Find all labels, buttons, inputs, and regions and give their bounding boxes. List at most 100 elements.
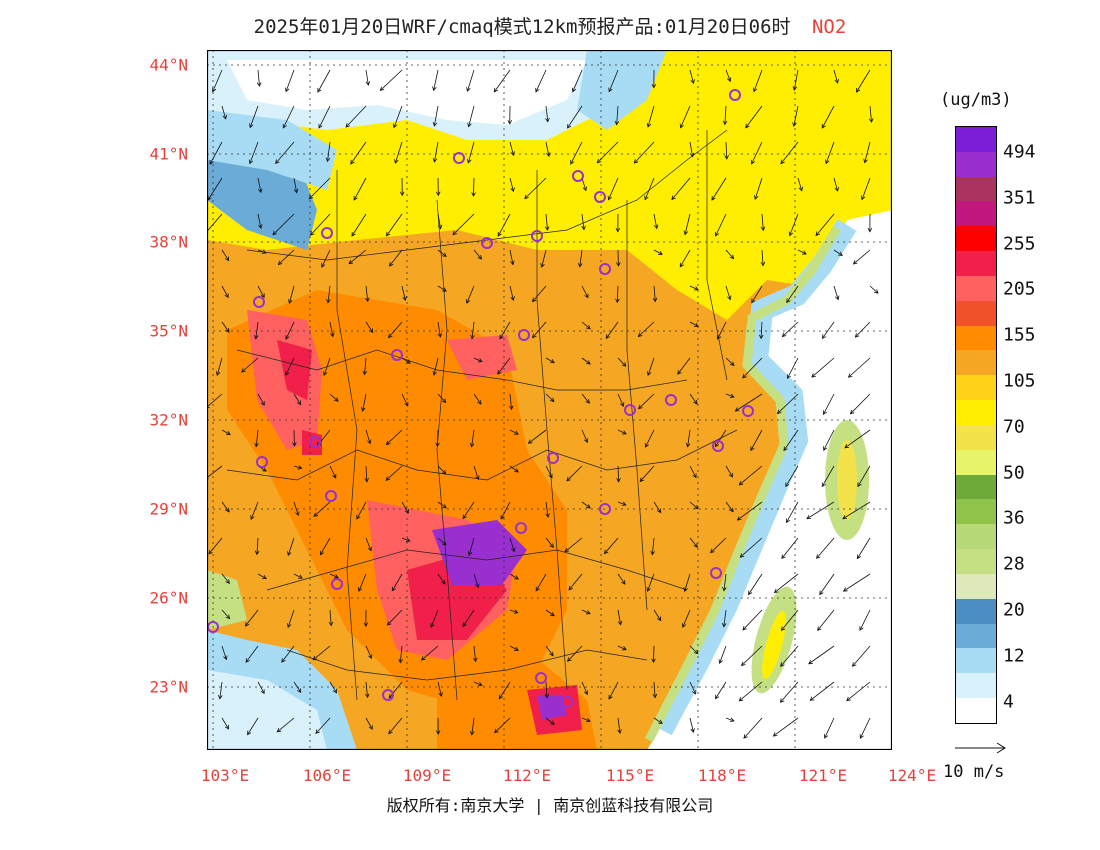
wind-arrow (751, 285, 763, 303)
wind-arrow (653, 213, 658, 229)
wind-arrow-head (692, 473, 697, 479)
wind-arrow-head (822, 410, 827, 416)
city-marker (391, 349, 403, 361)
wind-arrow (245, 645, 259, 663)
wind-arrow (545, 717, 555, 725)
wind-arrow (285, 69, 295, 92)
wind-arrow-head (226, 431, 231, 436)
wind-arrow-head (367, 546, 372, 552)
wind-arrow-head (292, 442, 297, 447)
city-marker (594, 191, 606, 203)
wind-arrow-head (363, 622, 369, 627)
wind-arrow-head (780, 626, 786, 631)
wind-arrow (581, 321, 591, 330)
wind-arrow (617, 717, 621, 734)
wind-arrow-head (368, 654, 373, 659)
wind-arrow (421, 645, 439, 661)
wind-arrow (677, 357, 691, 375)
city-marker (710, 567, 722, 579)
wind-arrow (579, 249, 583, 267)
wind-arrow-head (323, 371, 328, 376)
city-marker (624, 404, 636, 416)
wind-arrow-head (317, 87, 322, 93)
wind-arrow-head (385, 231, 391, 237)
wind-arrow (364, 357, 367, 375)
wind-arrow (310, 213, 331, 236)
city-marker (599, 503, 611, 515)
wind-arrow-head (638, 404, 643, 410)
wind-arrow-head (584, 293, 589, 299)
wind-arrow (567, 105, 583, 129)
colorbar-segment (956, 449, 996, 475)
wind-arrow (617, 357, 627, 367)
colorbar-tick-label: 494 (1003, 141, 1036, 163)
wind-arrow-head (497, 370, 502, 375)
wind-arrow (869, 105, 872, 123)
wind-arrow-head (207, 404, 210, 409)
wind-arrow (462, 609, 475, 627)
city-marker (515, 522, 527, 534)
wind-arrow-head (510, 151, 515, 157)
wind-arrow-head (442, 252, 447, 257)
wind-arrow-head (615, 227, 621, 233)
wind-arrow (437, 537, 447, 546)
wind-arrow-head (535, 87, 540, 93)
wind-arrow-head (835, 295, 840, 301)
wind-arrow (710, 537, 727, 553)
wind-arrow (401, 393, 409, 407)
wind-arrow-head (834, 78, 839, 84)
wind-arrow (653, 285, 656, 302)
wind-arrow (719, 645, 727, 664)
wind-reference-arrow (955, 742, 1006, 754)
wind-arrow (365, 717, 373, 730)
wind-arrow (388, 717, 403, 734)
wind-arrow-head (780, 662, 785, 667)
wind-arrow (853, 249, 871, 265)
wind-arrow-head (318, 123, 323, 129)
wind-arrow (532, 285, 547, 302)
city-marker (331, 578, 343, 590)
wind-arrow-head (218, 694, 223, 700)
wind-arrow-head (224, 256, 230, 262)
lon-label-109: 109°E (402, 766, 452, 785)
wind-arrow (221, 645, 227, 660)
southwest-white-area (207, 670, 327, 750)
wind-arrow (545, 105, 549, 122)
city-marker (325, 490, 337, 502)
lon-label-103: 103°E (200, 766, 250, 785)
wind-arrow (362, 393, 367, 412)
wind-arrow (638, 321, 655, 337)
wind-arrow (754, 177, 763, 200)
wind-arrow-head (510, 296, 515, 301)
wind-arrow-head (715, 694, 720, 700)
wind-arrow (684, 213, 691, 235)
wind-arrow-head (742, 625, 747, 631)
wind-arrow-head (393, 123, 398, 129)
wind-arrow-head (472, 657, 478, 663)
wind-arrow (581, 393, 590, 404)
wind-arrow (684, 573, 691, 592)
northeast-blue-fringe (577, 50, 667, 130)
wind-arrow (471, 429, 475, 447)
wind-arrow (473, 357, 483, 362)
lon-label-106: 106°E (302, 766, 352, 785)
wind-arrow-head (868, 118, 874, 123)
wind-arrow-head (690, 728, 695, 733)
wind-arrow-head (326, 298, 331, 304)
wind-arrow-head (816, 554, 821, 559)
wind-arrow (401, 285, 406, 301)
wind-arrow-head (334, 397, 339, 402)
wind-arrow (843, 573, 871, 592)
wind-arrow-head (776, 409, 782, 415)
wind-arrow (535, 573, 547, 591)
wind-arrow (385, 465, 403, 481)
wind-arrow-head (507, 120, 513, 125)
wind-arrow-head (566, 476, 571, 482)
wind-arrow (715, 429, 727, 447)
wind-arrow-head (532, 297, 537, 303)
wind-arrow-head (842, 515, 847, 520)
wind-arrow-head (809, 696, 815, 701)
wind-arrow-head (367, 439, 372, 445)
wind-arrow (471, 321, 475, 339)
wind-arrow-head (780, 159, 785, 165)
